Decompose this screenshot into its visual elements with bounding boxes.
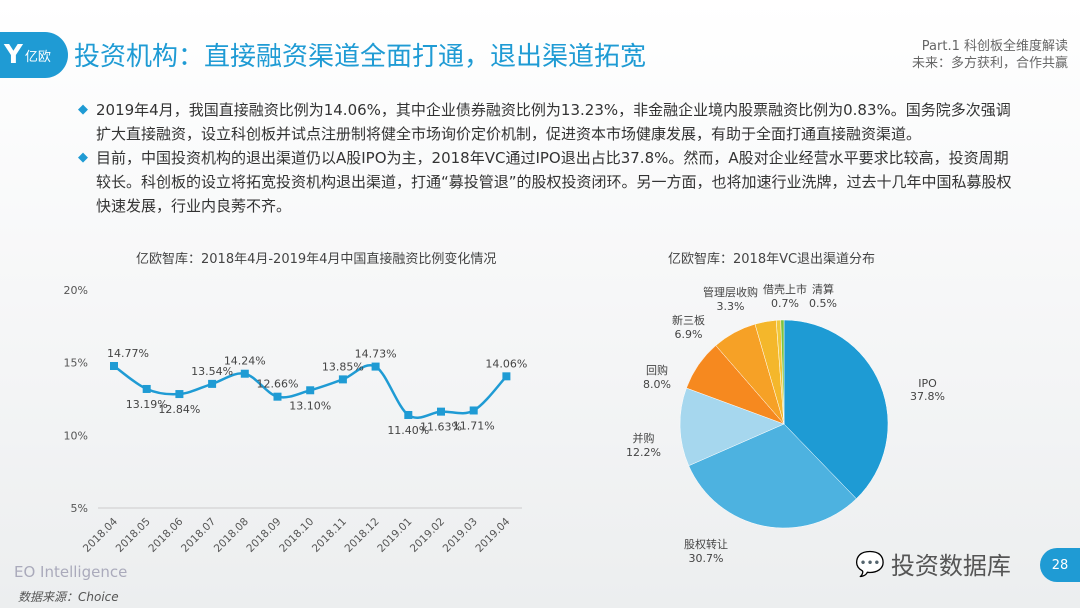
data-point: [110, 362, 118, 371]
bullet-text: 目前，中国投资机构的退出渠道仍以A股IPO为主，2018年VC通过IPO退出占比…: [96, 149, 1012, 215]
data-label: 14.77%: [107, 347, 149, 360]
pie-label-backdoor: 借壳上市 0.7%: [763, 283, 807, 310]
bullet-list: ◆ 2019年4月，我国直接融资比例为14.06%，其中企业债券融资比例为13.2…: [78, 98, 1018, 218]
data-label: 12.66%: [257, 378, 299, 391]
data-label: 12.84%: [158, 403, 200, 416]
data-label: 14.24%: [224, 355, 266, 368]
diamond-icon: ◆: [78, 150, 88, 165]
pie-label-liquidation: 清算 0.5%: [809, 283, 837, 310]
wechat-icon: 💬: [855, 549, 885, 578]
data-point: [175, 390, 184, 399]
data-point: [437, 407, 445, 416]
part-subtitle: 未来：多方获利，合作共赢: [911, 56, 1068, 71]
pie-slice: [783, 319, 889, 500]
data-source: 数据来源：Choice: [18, 590, 119, 604]
data-label: 13.10%: [289, 399, 331, 412]
data-label: 11.71%: [453, 419, 495, 432]
data-label: 13.19%: [126, 398, 168, 411]
pie-label-equity-transfer: 股权转让 30.7%: [684, 538, 728, 565]
diamond-icon: ◆: [78, 102, 88, 117]
pie-label-neeq: 新三板 6.9%: [672, 314, 705, 341]
part-label: Part.1 科创板全维度解读: [921, 39, 1068, 54]
y-tick-label: 20%: [64, 284, 88, 297]
data-point: [469, 406, 478, 415]
data-point: [404, 410, 413, 419]
pie-chart-title: 亿欧智库：2018年VC退出渠道分布: [668, 252, 876, 267]
pie-slice: [679, 387, 785, 467]
data-point: [502, 372, 511, 381]
wechat-watermark: 💬 投资数据库: [855, 546, 1011, 581]
data-label: 13.54%: [191, 365, 233, 378]
line-chart-title: 亿欧智库：2018年4月-2019年4月中国直接融资比例变化情况: [136, 252, 497, 267]
data-point: [306, 386, 315, 395]
data-label: 14.73%: [355, 348, 397, 361]
pie-slice: [688, 423, 857, 529]
y-tick-label: 15%: [64, 357, 88, 370]
page-title: 投资机构：直接融资渠道全面打通，退出渠道拓宽: [74, 42, 647, 72]
data-point: [273, 392, 282, 401]
section-info: Part.1 科创板全维度解读 未来：多方获利，合作共赢: [912, 38, 1068, 72]
y-tick-label: 10%: [64, 429, 88, 442]
logo-text: 亿欧: [24, 49, 51, 65]
pie-label-buyback: 回购 8.0%: [643, 364, 671, 391]
pie-label-ma: 并购 12.2%: [626, 432, 661, 459]
data-label: 11.63%: [420, 421, 462, 434]
data-label: 13.85%: [322, 360, 364, 373]
data-label: 11.40%: [387, 424, 429, 437]
data-point: [208, 379, 217, 388]
pie-label-mbo: 管理层收购 3.3%: [703, 286, 758, 313]
y-tick-label: 5%: [71, 502, 88, 515]
data-point: [338, 375, 347, 384]
data-point: [240, 369, 249, 378]
data-label: 14.06%: [485, 357, 527, 370]
data-point: [371, 362, 380, 371]
bullet-text: 2019年4月，我国直接融资比例为14.06%，其中企业债券融资比例为13.23…: [96, 101, 1011, 143]
wechat-name: 投资数据库: [890, 552, 1011, 580]
bullet-item: ◆ 2019年4月，我国直接融资比例为14.06%，其中企业债券融资比例为13.2…: [78, 98, 1018, 146]
logo: Y 亿欧: [0, 32, 68, 78]
brand-footer: EO Intelligence: [14, 563, 128, 581]
bullet-item: ◆ 目前，中国投资机构的退出渠道仍以A股IPO为主，2018年VC通过IPO退出占…: [78, 146, 1018, 218]
pie-label-ipo: IPO 37.8%: [910, 377, 945, 403]
page-number: 28: [1040, 548, 1080, 582]
data-point: [142, 384, 151, 393]
pie-slice: [780, 319, 785, 425]
